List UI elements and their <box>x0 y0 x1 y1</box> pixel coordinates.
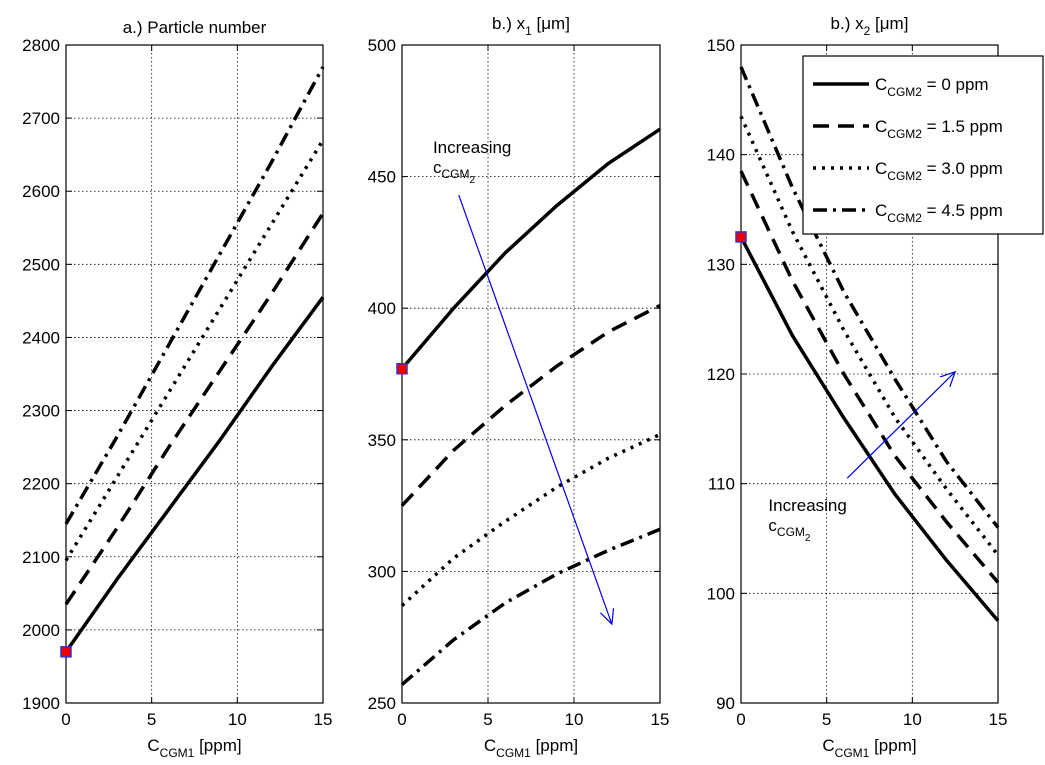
legend: CCGM2 = 0 ppm CCGM2 = 1.5 ppm CCGM2 = 3.0 … <box>802 55 1044 235</box>
panel-1: 0 5 10 15 1900 2000 2100 2200 2300 2400 2500 2600 27… <box>22 18 332 760</box>
x-tick-label: 5 <box>483 710 492 729</box>
x-axis-label: CCGM1 [ppm] <box>484 736 578 760</box>
annotation-arrowhead <box>939 370 957 388</box>
series-line-solid <box>739 236 1000 622</box>
series-line-dashdot <box>64 66 325 525</box>
y-tick-label: 350 <box>368 431 396 450</box>
annotation-subscript: cCGM2 <box>768 516 811 544</box>
legend-label: CCGM2 = 4.5 ppm <box>875 201 1003 225</box>
x-tick-label: 5 <box>147 710 156 729</box>
y-tick-label: 130 <box>707 255 735 274</box>
chart-title: b.) x2 [μm] <box>831 14 909 38</box>
y-tick-label: 2400 <box>22 328 60 347</box>
legend-label: CCGM2 = 1.5 ppm <box>875 117 1003 141</box>
x-tick-label: 0 <box>736 710 745 729</box>
axes-box <box>65 44 324 704</box>
x-tick-label: 15 <box>651 710 670 729</box>
annotation-text: Increasing <box>433 138 511 157</box>
y-tick-label: 2100 <box>22 548 60 567</box>
y-tick-label: 2200 <box>22 475 60 494</box>
series-line-dashdot <box>739 66 1000 529</box>
x-tick-label: 10 <box>903 710 922 729</box>
series-line-dashed <box>400 304 661 507</box>
panel-2: 0 5 10 15 250 300 350 400 450 500 b.) x1 [μm] CCGM1… <box>368 14 670 760</box>
start-marker <box>396 362 408 375</box>
y-tick-label: 110 <box>708 475 735 494</box>
y-tick-label: 150 <box>707 36 735 55</box>
y-tick-label: 300 <box>368 562 396 581</box>
annotation-arrowhead <box>600 608 615 626</box>
series-line-solid <box>400 127 661 370</box>
annotation-text: Increasing <box>768 496 846 515</box>
y-tick-label: 250 <box>368 694 396 713</box>
y-tick-label: 2800 <box>22 36 60 55</box>
y-tick-label: 1900 <box>22 694 60 713</box>
x-tick-label: 10 <box>565 710 584 729</box>
chart-title: b.) x1 [μm] <box>492 14 570 38</box>
annotation-subscript: cCGM2 <box>433 158 476 186</box>
x-tick-label: 0 <box>397 710 406 729</box>
x-tick-label: 15 <box>314 710 333 729</box>
y-tick-label: 140 <box>707 146 735 165</box>
annotation-arrow <box>846 371 956 479</box>
x-tick-label: 0 <box>61 710 70 729</box>
annotation-arrow <box>458 194 613 625</box>
start-marker <box>735 231 747 243</box>
y-tick-label: 2000 <box>22 621 60 640</box>
y-tick-label: 2300 <box>22 402 60 421</box>
start-marker <box>60 646 72 658</box>
y-tick-label: 90 <box>716 694 735 713</box>
x-tick-label: 5 <box>822 710 831 729</box>
y-tick-label: 400 <box>368 299 396 318</box>
y-tick-label: 500 <box>368 36 396 55</box>
y-tick-label: 2700 <box>22 109 60 128</box>
panel-3: 0 5 10 15 90 100 110 120 130 140 150 b.) x2 [μm] CCG… <box>707 14 1044 760</box>
legend-label: CCGM2 = 3.0 ppm <box>875 159 1003 183</box>
y-tick-label: 450 <box>368 168 396 187</box>
series-line-dotted <box>64 139 325 562</box>
y-tick-label: 120 <box>707 365 735 384</box>
series-line-dashed <box>739 170 1000 584</box>
chart-title: a.) Particle number <box>123 18 267 37</box>
legend-label: CCGM2 = 0 ppm <box>875 75 989 99</box>
x-tick-label: 10 <box>228 710 247 729</box>
y-tick-label: 100 <box>707 584 735 603</box>
y-tick-label: 2600 <box>22 182 60 201</box>
x-axis-label: CCGM1 [ppm] <box>147 736 241 760</box>
series-line-dashed <box>64 212 325 606</box>
series-line-dashdot <box>400 527 661 686</box>
series-line-dotted <box>400 432 661 607</box>
series-line-solid <box>64 296 325 653</box>
x-axis-label: CCGM1 [ppm] <box>822 736 916 760</box>
series-line-dotted <box>739 115 1000 557</box>
y-tick-label: 2500 <box>22 255 60 274</box>
x-tick-label: 15 <box>989 710 1008 729</box>
